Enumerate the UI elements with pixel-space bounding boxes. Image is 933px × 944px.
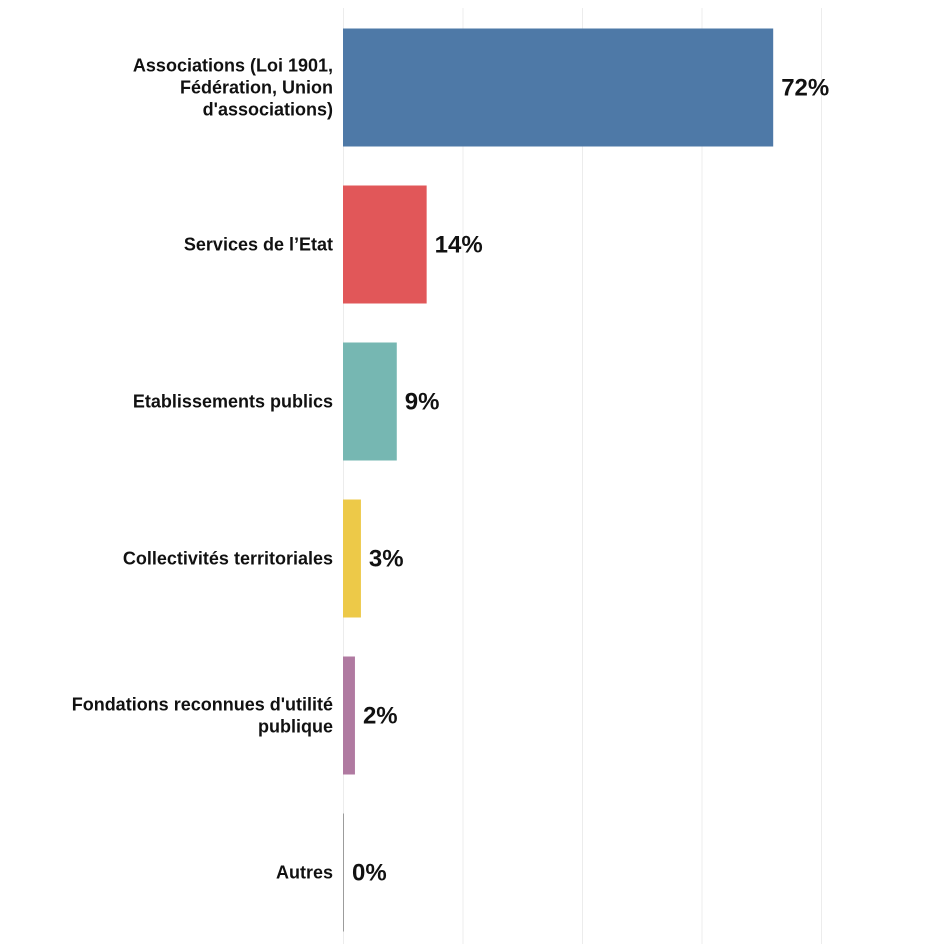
- value-label-3: 3%: [369, 546, 404, 573]
- value-label-2: 9%: [405, 389, 440, 416]
- category-label-3: Collectivités territoriales: [123, 549, 333, 569]
- value-label-4: 2%: [363, 703, 398, 730]
- bar-1: [343, 185, 427, 304]
- category-label-line: Associations (Loi 1901,: [133, 56, 333, 76]
- category-label-line: Collectivités territoriales: [123, 549, 333, 569]
- category-label-line: Fondations reconnues d'utilité: [72, 695, 333, 715]
- bar-5: [343, 813, 344, 932]
- category-label-line: Autres: [276, 863, 333, 883]
- bar-2: [343, 342, 397, 461]
- value-label-0: 72%: [781, 75, 829, 102]
- category-label-line: d'associations): [203, 100, 333, 120]
- value-labels: 72% 14% 9% 3% 2% 0%: [352, 75, 829, 887]
- category-label-line: publique: [258, 717, 333, 737]
- category-label-1: Services de l’Etat: [184, 235, 333, 255]
- value-label-1: 14%: [435, 232, 483, 259]
- category-labels: Associations (Loi 1901, Fédération, Union…: [72, 56, 333, 883]
- category-label-2: Etablissements publics: [133, 392, 333, 412]
- category-label-0: Associations (Loi 1901, Fédération, Union…: [133, 56, 333, 120]
- grid-lines: [343, 8, 822, 944]
- category-label-line: Etablissements publics: [133, 392, 333, 412]
- bar-4: [343, 656, 355, 775]
- value-label-5: 0%: [352, 860, 387, 887]
- category-label-4: Fondations reconnues d'utilité publique: [72, 695, 333, 737]
- category-label-line: Services de l’Etat: [184, 235, 333, 255]
- bar-3: [343, 499, 361, 618]
- bar-0: [343, 28, 774, 147]
- category-label-5: Autres: [276, 863, 333, 883]
- bars: [343, 28, 774, 932]
- category-label-line: Fédération, Union: [180, 78, 333, 98]
